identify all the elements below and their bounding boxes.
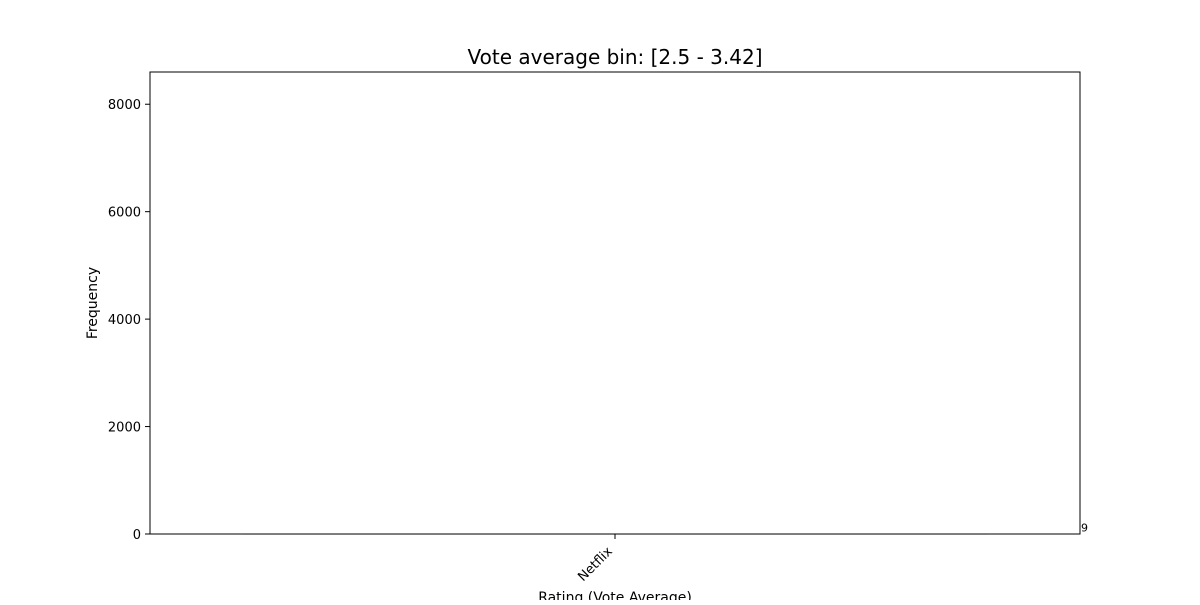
y-tick-label: 2000: [108, 421, 141, 436]
chart-title: Vote average bin: [2.5 - 3.42]: [468, 45, 763, 69]
plot-frame: [149, 71, 1081, 535]
y-tick-label: 4000: [108, 313, 141, 328]
x-axis: Netflix: [575, 534, 616, 585]
y-tick-label: 0: [133, 528, 141, 543]
x-tick-label: Netflix: [575, 544, 616, 585]
y-axis: 0 2000 4000 6000 8000: [108, 98, 150, 543]
x-axis-label: Rating (Vote Average): [538, 590, 692, 600]
plot-area: 9: [243, 522, 1088, 535]
y-tick-label: 8000: [108, 98, 141, 113]
y-tick-label: 6000: [108, 206, 141, 221]
y-axis-label: Frequency: [85, 267, 101, 339]
bar-value-label: 9: [1081, 522, 1088, 535]
